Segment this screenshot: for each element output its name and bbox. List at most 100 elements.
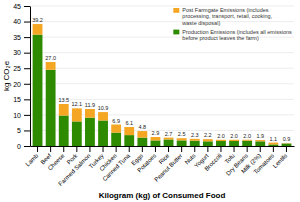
x-tick: Farmed Salmon <box>57 146 91 187</box>
tick-mark <box>247 146 248 152</box>
tick-label: Lamb <box>24 152 39 167</box>
axis-line <box>31 146 295 147</box>
bar-segment <box>59 116 69 146</box>
tick-mark <box>116 146 117 152</box>
tick-mark <box>24 68 30 69</box>
x-tick: Potatoes <box>136 146 157 174</box>
y-tick: 35 <box>13 34 30 41</box>
tick-label: 0 <box>17 143 21 150</box>
data-label: 0.9 <box>283 136 291 142</box>
axis-line <box>30 7 31 147</box>
tick-mark <box>24 130 30 131</box>
bar-segment <box>46 62 56 70</box>
bar-segment <box>111 133 121 146</box>
bar-segment <box>46 70 56 146</box>
bar-segment <box>177 140 187 146</box>
x-tick: Canned Tuna <box>101 146 131 182</box>
bar-segment <box>124 135 134 146</box>
tick-label: 25 <box>13 65 21 72</box>
bar-segment <box>151 140 161 146</box>
data-label: 2.9 <box>152 130 160 136</box>
bar-segment <box>229 141 239 146</box>
x-tick: Broccoli <box>203 146 222 172</box>
bar-segment <box>72 121 82 146</box>
bar-segment <box>124 127 134 135</box>
y-tick: 10 <box>13 112 30 119</box>
tick-mark <box>103 146 104 152</box>
bar-segment <box>242 141 252 146</box>
legend-label-line: processing, transport, retail, cooking, <box>182 13 272 19</box>
y-tick: 0 <box>17 143 30 150</box>
bar-segment <box>98 112 108 120</box>
bar-segment <box>242 139 252 141</box>
tick-mark <box>286 146 287 152</box>
data-label: 2.3 <box>191 132 199 138</box>
tick-mark <box>194 146 195 152</box>
tick-label: Broccoli <box>203 153 222 172</box>
grid-line <box>30 130 294 131</box>
bars <box>33 24 292 146</box>
y-axis-title: kg CO₂e <box>2 60 11 91</box>
data-label: 11.9 <box>85 102 95 108</box>
tick-label: 5 <box>17 127 21 134</box>
data-label: 39.2 <box>32 17 43 23</box>
bar-segment <box>33 35 43 146</box>
tick-mark <box>50 146 51 152</box>
bar-segment <box>190 141 200 146</box>
grid-line <box>30 99 294 100</box>
tick-mark <box>142 146 143 152</box>
tick-label: Farmed Salmon <box>57 153 91 187</box>
grid <box>30 6 294 146</box>
tick-mark <box>234 146 235 152</box>
y-tick: 25 <box>13 65 30 72</box>
data-label: 6.9 <box>112 118 120 124</box>
data-label: 2.2 <box>204 132 212 138</box>
y-tick: 20 <box>13 81 30 88</box>
grid-line <box>30 21 294 22</box>
tick-label: 15 <box>13 96 21 103</box>
data-label: 10.9 <box>98 105 109 111</box>
bar-segment <box>98 120 108 146</box>
tick-label: 45 <box>13 3 21 10</box>
grid-line <box>30 68 294 69</box>
bar-segment <box>268 144 278 146</box>
bar-segment <box>164 138 174 140</box>
bar-segment <box>111 125 121 133</box>
data-label: 2.0 <box>217 133 225 139</box>
data-label: 6.1 <box>125 120 133 126</box>
bar-segment <box>282 144 292 146</box>
tick-mark <box>181 146 182 152</box>
x-axis: LambBeefCheesePorkFarmed SalmonTurkeyChi… <box>24 146 294 187</box>
bar-segment <box>59 104 69 116</box>
legend-label: Post Farmgate Emissions (includesprocess… <box>181 7 272 25</box>
y-tick: 5 <box>17 127 30 134</box>
bar-segment <box>216 140 226 141</box>
x-tick: Cheese <box>47 146 66 171</box>
data-label: 2.0 <box>230 133 238 139</box>
tick-mark <box>207 146 208 152</box>
tick-label: 35 <box>13 34 21 41</box>
tick-mark <box>24 37 30 38</box>
grid-line <box>30 52 294 53</box>
tick-label: Potatoes <box>136 153 157 174</box>
legend-swatch <box>173 30 179 35</box>
y-axis: 051015202530354045 <box>13 3 30 150</box>
bar-segment <box>137 131 147 138</box>
grid-line <box>30 83 294 84</box>
grid-line <box>30 146 294 147</box>
tick-label: Peanut Butter <box>153 153 183 183</box>
bar-segment <box>85 118 95 146</box>
bar-segment <box>164 139 174 146</box>
x-axis-title: Kilogram (kg) of Consumed Food <box>99 191 226 200</box>
tick-label: 40 <box>13 18 21 25</box>
tick-mark <box>89 146 90 152</box>
x-tick: Tomatoes <box>253 146 276 175</box>
bar-segment <box>203 139 213 141</box>
legend-label-line: Post Farmgate Emissions (includes <box>182 7 268 13</box>
tick-label: 20 <box>13 81 21 88</box>
tick-label: Cheese <box>47 152 66 171</box>
plot: 051015202530354045LambBeefCheesePorkFarm… <box>13 3 294 187</box>
legend-swatch <box>173 8 179 13</box>
tick-mark <box>37 146 38 152</box>
tick-mark <box>24 6 30 7</box>
